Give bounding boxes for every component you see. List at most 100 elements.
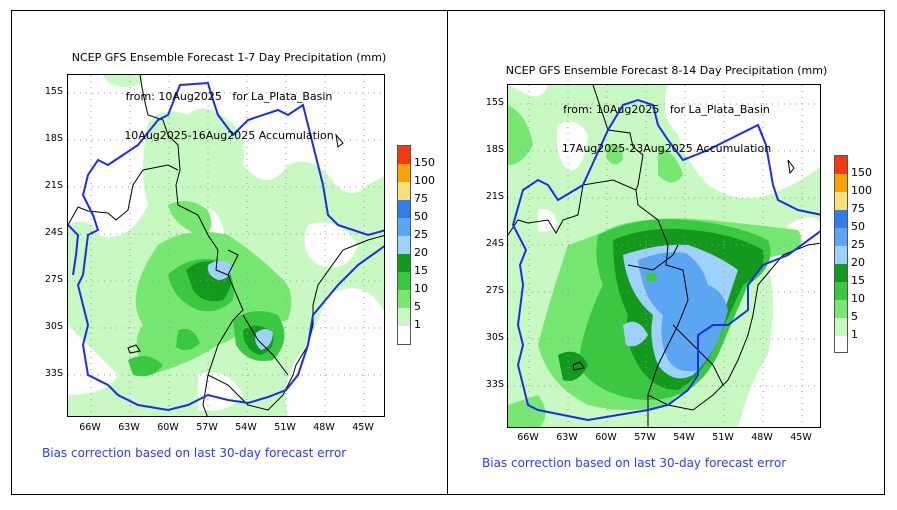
title-line-2: from: 10Aug2025 for La_Plata_Basin xyxy=(563,103,770,116)
lon-label: 57W xyxy=(634,432,656,443)
lat-label: 18S xyxy=(485,144,504,155)
colorbar-swatch xyxy=(835,174,847,192)
precip-20-25 xyxy=(207,260,233,280)
colorbar-swatch xyxy=(835,336,847,352)
colorbar-label: 25 xyxy=(851,238,865,251)
lat-label: 21S xyxy=(44,180,63,191)
precip-no-rain xyxy=(738,217,820,427)
lake-outline xyxy=(572,361,585,371)
precip-map-week1[interactable] xyxy=(67,74,385,417)
map-canvas xyxy=(508,85,820,427)
colorbar-label: 20 xyxy=(414,246,428,259)
lat-label: 21S xyxy=(485,191,504,202)
lon-label: 51W xyxy=(274,422,296,433)
colorbar-swatch xyxy=(398,164,410,182)
lon-label: 60W xyxy=(157,422,179,433)
precip-5-10 xyxy=(168,201,212,235)
colorbar-swatch xyxy=(835,156,847,174)
colorbar-swatch xyxy=(398,146,410,164)
colorbar-label: 15 xyxy=(851,274,865,287)
precip-20-25 xyxy=(623,321,648,347)
lat-label: 18S xyxy=(44,133,63,144)
precip-20-25 xyxy=(255,329,273,350)
graticule xyxy=(508,85,820,427)
colorbar-swatch xyxy=(398,290,410,308)
precip-5-10 xyxy=(658,145,683,183)
colorbar-swatch xyxy=(835,228,847,246)
colorbar-label: 10 xyxy=(851,292,865,305)
colorbar-swatch xyxy=(398,236,410,254)
basin-outline xyxy=(511,98,820,422)
precip-5-10 xyxy=(508,395,546,427)
precip-map-week2[interactable] xyxy=(507,84,821,428)
lon-label: 63W xyxy=(118,422,140,433)
colorbar-label: 25 xyxy=(414,228,428,241)
colorbar-label: 20 xyxy=(851,256,865,269)
lat-label: 27S xyxy=(485,285,504,296)
country-borders xyxy=(508,85,820,427)
panel-divider xyxy=(447,10,448,495)
lat-label: 15S xyxy=(485,97,504,108)
lat-label: 24S xyxy=(485,238,504,249)
panel-week2: NCEP GFS Ensemble Forecast 8-14 Day Prec… xyxy=(448,10,885,495)
lat-label: 33S xyxy=(44,368,63,379)
lon-label: 54W xyxy=(235,422,257,433)
lat-label: 30S xyxy=(485,332,504,343)
panel-title: NCEP GFS Ensemble Forecast 8-14 Day Prec… xyxy=(448,38,885,181)
map-canvas xyxy=(68,75,384,416)
colorbar-swatch xyxy=(835,192,847,210)
basin-outline xyxy=(68,81,384,412)
lat-label: 24S xyxy=(44,227,63,238)
panel-week1: NCEP GFS Ensemble Forecast 1-7 Day Preci… xyxy=(11,10,447,495)
colorbar-swatch xyxy=(398,182,410,200)
precip-no-rain xyxy=(68,325,118,395)
title-line-3: 10Aug2025-16Aug2025 Accumulation xyxy=(124,129,334,142)
precip-10-15 xyxy=(176,328,200,351)
colorbar-label: 5 xyxy=(851,310,858,323)
colorbar-swatch xyxy=(835,300,847,318)
bias-correction-note: Bias correction based on last 30-day for… xyxy=(482,456,787,470)
panel-title: NCEP GFS Ensemble Forecast 1-7 Day Preci… xyxy=(11,25,447,168)
lon-label: 45W xyxy=(352,422,374,433)
colorbar-swatch xyxy=(398,308,410,326)
colorbar-label: 50 xyxy=(851,220,865,233)
precip-10-15 xyxy=(128,356,163,377)
title-line-2: from: 10Aug2025 for La_Plata_Basin xyxy=(125,90,333,103)
title-line-1: NCEP GFS Ensemble Forecast 8-14 Day Prec… xyxy=(505,64,828,77)
colorbar-swatch xyxy=(835,246,847,264)
colorbar-swatch xyxy=(398,254,410,272)
lon-label: 48W xyxy=(751,432,773,443)
lon-label: 51W xyxy=(712,432,734,443)
colorbar-swatch xyxy=(835,264,847,282)
precip-no-rain xyxy=(508,85,548,97)
lon-label: 57W xyxy=(196,422,218,433)
colorbar-swatch xyxy=(835,318,847,336)
colorbar-label: 150 xyxy=(414,156,435,169)
colorbar xyxy=(397,145,411,345)
colorbar-label: 100 xyxy=(851,184,872,197)
colorbar-label: 75 xyxy=(851,202,865,215)
lon-label: 63W xyxy=(556,432,578,443)
title-line-1: NCEP GFS Ensemble Forecast 1-7 Day Preci… xyxy=(71,51,387,64)
colorbar-label: 10 xyxy=(414,282,428,295)
colorbar-label: 100 xyxy=(414,174,435,187)
lon-label: 60W xyxy=(595,432,617,443)
lon-label: 54W xyxy=(673,432,695,443)
lon-label: 48W xyxy=(313,422,335,433)
colorbar-label: 1 xyxy=(414,318,421,331)
colorbar-label: 15 xyxy=(414,264,428,277)
lat-label: 15S xyxy=(44,86,63,97)
colorbar-swatch xyxy=(835,210,847,228)
precip-1-5 xyxy=(103,75,144,87)
colorbar xyxy=(834,155,848,353)
lon-label: 66W xyxy=(79,422,101,433)
colorbar-swatch xyxy=(398,326,410,344)
colorbar-label: 1 xyxy=(851,328,858,341)
lat-label: 33S xyxy=(485,379,504,390)
lat-label: 30S xyxy=(44,321,63,332)
precip-no-rain xyxy=(556,121,588,171)
colorbar-swatch xyxy=(835,282,847,300)
colorbar-swatch xyxy=(398,200,410,218)
precip-field xyxy=(68,75,384,416)
precip-no-rain xyxy=(285,288,384,416)
